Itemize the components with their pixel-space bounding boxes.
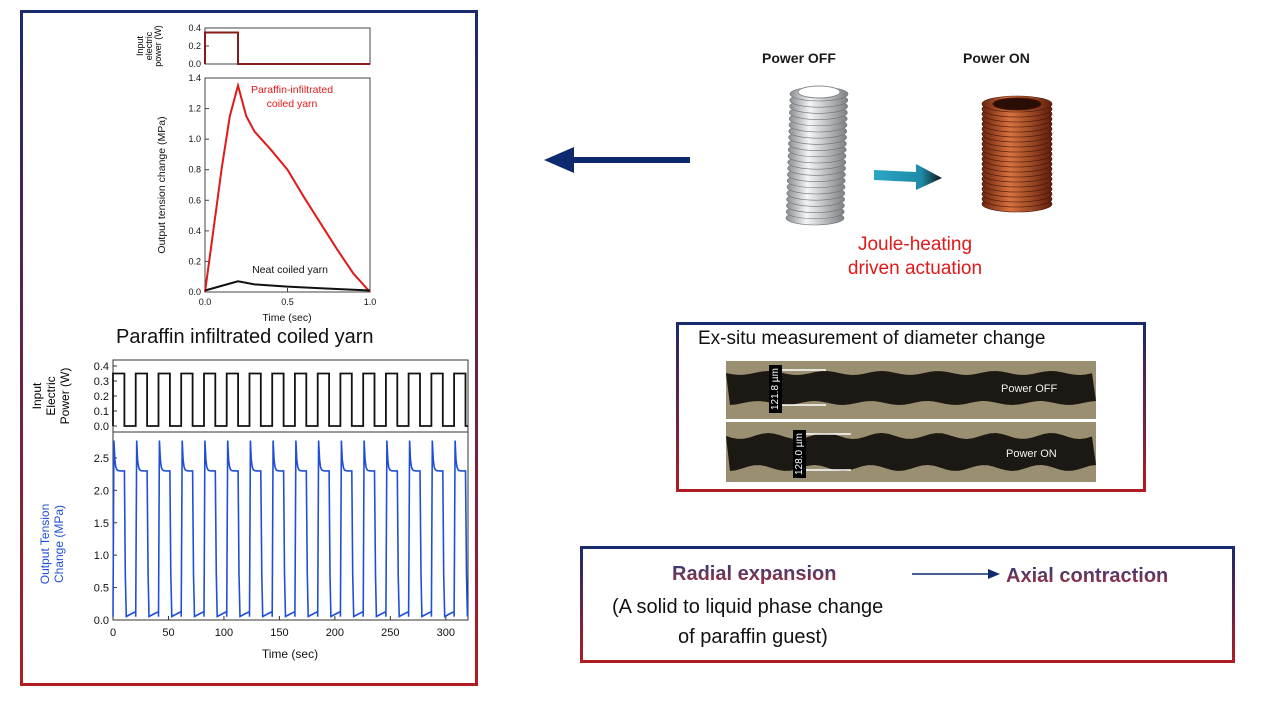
- joule-caption-line-2: driven actuation: [847, 258, 983, 279]
- coil-on-icon: [981, 95, 1053, 213]
- top-input-ytick-label: 0.2: [188, 41, 201, 51]
- photo-power-on: Power ON 128.0 µm: [726, 422, 1096, 482]
- bottom-input-ylabel-3: Power (W): [58, 368, 72, 425]
- bottom-input-ytick-label: 0.4: [94, 361, 109, 373]
- coil-off-label: Power OFF: [762, 50, 836, 66]
- bottom-ytick-label: 0.0: [94, 615, 109, 627]
- top-chart: 0.4 0.2 0.0 0.0 0.2 0.4 0.6 0.8 1.0 1.2 1.4 0.0 0.5…: [135, 23, 377, 324]
- top-input-ytick-label: 0.4: [188, 23, 201, 33]
- bottom-ylabel-2: Change (MPa): [52, 505, 66, 583]
- bottom-xlabel: Time (sec): [262, 647, 318, 661]
- bottom-input-ytick-label: 0.3: [94, 376, 109, 388]
- bottom-input-power-line: [112, 372, 468, 427]
- neat-label: Neat coiled yarn: [252, 264, 328, 276]
- summary-frame: [580, 546, 1235, 663]
- top-ylabel: Output tension change (MPa): [156, 116, 168, 253]
- radial-expansion-label: Radial expansion: [672, 563, 837, 585]
- yarn-off-image: [726, 361, 1096, 419]
- bottom-xtick-label: 150: [270, 627, 288, 639]
- top-ytick-label: 0.2: [188, 256, 201, 266]
- coil-off-top: [797, 85, 841, 99]
- bottom-chart-title: Paraffin infiltrated coiled yarn: [116, 326, 374, 348]
- transition-arrow-icon: [874, 164, 942, 190]
- summary-arrow-icon: [912, 569, 1000, 579]
- top-xtick-label: 0.0: [199, 297, 212, 307]
- top-input-ytick-label: 0.0: [188, 59, 201, 69]
- joule-caption: Joule-heating driven actuation: [800, 233, 1030, 281]
- top-ytick-label: 0.8: [188, 165, 201, 175]
- paraffin-tension-line: [204, 81, 371, 293]
- left-arrow-icon: [544, 147, 690, 173]
- bottom-input-ylabel-1: Input: [30, 382, 44, 409]
- paraffin-label-2: coiled yarn: [267, 98, 318, 110]
- bottom-input-ytick-label: 0.0: [94, 421, 109, 433]
- phase-line-2: of paraffin guest): [678, 626, 828, 648]
- coil-on-top: [992, 97, 1042, 111]
- bottom-ylabel-1: Output Tension: [38, 504, 52, 585]
- neat-tension-line: [204, 280, 371, 292]
- bottom-ytick-label: 2.0: [94, 485, 109, 497]
- top-input-ylabel-2: electric: [144, 31, 154, 60]
- top-input-ylabel-1: Input: [135, 35, 145, 56]
- bottom-input-frame: [112, 359, 469, 433]
- photo-off-scale: 121.8 µm: [769, 365, 782, 413]
- bottom-xtick-label: 50: [162, 627, 174, 639]
- top-ytick-label: 0.4: [188, 226, 201, 236]
- paraffin-label-1: Paraffin-infiltrated: [251, 84, 333, 96]
- top-xtick-label: 1.0: [364, 297, 377, 307]
- top-ytick-label: 1.2: [188, 104, 201, 114]
- phase-change-text: (A solid to liquid phase change of paraf…: [612, 592, 883, 652]
- bottom-ytick-label: 1.5: [94, 518, 109, 530]
- top-input-ylabel-3: power (W): [153, 25, 163, 67]
- bottom-xtick-label: 300: [437, 627, 455, 639]
- bottom-main-frame: [112, 431, 469, 621]
- bottom-xtick-label: 100: [215, 627, 233, 639]
- bottom-xtick-label: 0: [110, 627, 116, 639]
- top-ytick-label: 0.6: [188, 195, 201, 205]
- bottom-tension-line: [112, 440, 469, 618]
- photo-off-label: Power OFF: [1001, 383, 1058, 395]
- yarn-on-image: [726, 422, 1096, 482]
- bottom-chart: 0.4 0.3 0.2 0.1 0.0 0.0 0.5 1.0 1.5 2.0 2.5 0 50 100…: [30, 359, 469, 661]
- bottom-xtick-label: 250: [381, 627, 399, 639]
- bottom-ytick-label: 1.0: [94, 550, 109, 562]
- top-ytick-label: 0.0: [188, 287, 201, 297]
- top-input-power-line: [204, 31, 370, 65]
- top-ytick-label: 1.4: [188, 73, 201, 83]
- exsitu-title: Ex-situ measurement of diameter change: [698, 328, 1046, 349]
- axial-contraction-label: Axial contraction: [1006, 565, 1169, 587]
- bottom-input-ytick-label: 0.1: [94, 406, 109, 418]
- coil-off-icon: [785, 85, 849, 226]
- photo-on-scale: 128.0 µm: [793, 430, 806, 478]
- bottom-ytick-label: 2.5: [94, 453, 109, 465]
- phase-line-1: (A solid to liquid phase change: [612, 596, 884, 618]
- top-xtick-label: 0.5: [281, 297, 294, 307]
- photo-power-off: Power OFF 121.8 µm: [726, 361, 1096, 419]
- top-ytick-label: 1.0: [188, 134, 201, 144]
- photo-on-label: Power ON: [1006, 448, 1057, 460]
- joule-caption-line-1: Joule-heating: [857, 234, 973, 255]
- top-xlabel: Time (sec): [262, 312, 311, 324]
- bottom-input-ylabel-2: Electric: [44, 376, 58, 415]
- bottom-xtick-label: 200: [326, 627, 344, 639]
- coil-on-label: Power ON: [963, 50, 1030, 66]
- bottom-input-ytick-label: 0.2: [94, 391, 109, 403]
- bottom-ytick-label: 0.5: [94, 583, 109, 595]
